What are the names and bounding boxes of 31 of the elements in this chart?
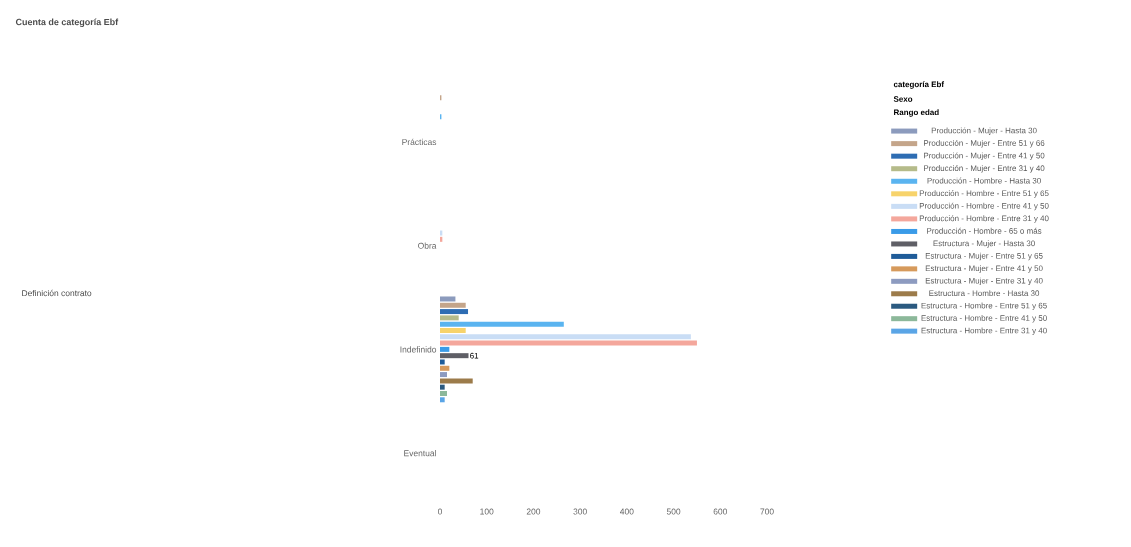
x-tick-label: 600 <box>713 508 728 515</box>
bar <box>440 321 564 327</box>
x-tick-label: 300 <box>573 508 587 515</box>
bar <box>440 346 450 352</box>
bar <box>440 296 456 302</box>
bar <box>440 309 469 315</box>
y-tick-label: Indefinido <box>400 346 437 353</box>
bar <box>440 302 466 308</box>
bar <box>440 378 473 384</box>
x-tick-label: 400 <box>619 508 634 515</box>
bar <box>440 365 450 371</box>
x-tick-label: 700 <box>760 508 774 515</box>
bar <box>440 315 459 321</box>
x-tick-label: 0 <box>437 508 443 515</box>
x-tick-label: 500 <box>666 508 681 515</box>
y-tick-label: Prácticas <box>402 138 437 146</box>
y-tick-label: Eventual <box>404 450 436 457</box>
bar <box>440 353 469 359</box>
bar <box>440 334 691 340</box>
bar <box>440 384 445 390</box>
text: Cuenta de categoría Ebf <box>15 18 119 27</box>
bar <box>440 397 445 403</box>
y-tick-label: Obra <box>418 242 437 249</box>
bar <box>440 372 448 378</box>
bar <box>440 359 445 365</box>
bar <box>440 390 448 396</box>
bar <box>440 327 466 333</box>
x-tick-label: 200 <box>526 508 541 515</box>
x-tick-label: 100 <box>480 508 494 515</box>
text: Definición contrato <box>22 289 92 297</box>
bar <box>440 340 697 346</box>
